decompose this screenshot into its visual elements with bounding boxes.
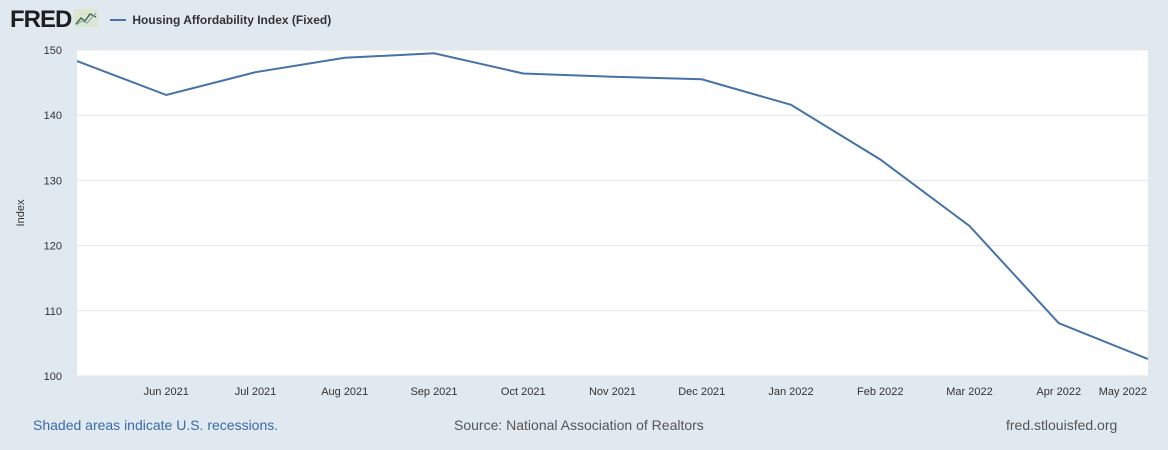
data-point[interactable] [789,103,793,107]
data-point[interactable] [1057,321,1061,325]
fred-logo-graph-icon [74,8,99,32]
legend[interactable]: Housing Affordability Index (Fixed) [110,13,331,27]
data-point[interactable] [164,93,168,97]
data-point[interactable] [968,224,972,228]
legend-swatch [110,19,127,21]
x-tick-label: Mar 2022 [946,386,992,398]
x-tick-label: May 2022 [1099,386,1147,398]
x-tick-label: Oct 2021 [501,386,546,398]
y-tick-label: 120 [44,241,62,253]
x-tick-label: Feb 2022 [857,386,903,398]
x-tick-label: Jul 2021 [235,386,277,398]
data-point[interactable] [343,56,347,60]
y-tick-label: 100 [44,371,62,383]
x-tick-label: Jun 2021 [144,386,189,398]
x-tick-label: Aug 2021 [321,386,368,398]
x-tick-label: Apr 2022 [1036,386,1081,398]
recessions-note[interactable]: Shaded areas indicate U.S. recessions. [33,417,279,433]
data-point[interactable] [700,77,704,81]
y-axis-label: Index [15,199,27,226]
fred-logo[interactable]: FRED [10,6,72,33]
data-point[interactable] [521,71,525,75]
data-point[interactable] [878,158,882,162]
source-text: Source: National Association of Realtors [454,417,704,433]
plot-area [77,50,1148,376]
y-axis-ticks: 100 110 120 130 140 150 [44,45,62,383]
y-tick-label: 130 [44,175,62,187]
x-tick-label: Nov 2021 [589,386,636,398]
x-tick-label: Sep 2021 [410,386,457,398]
data-point[interactable] [432,51,436,55]
legend-label: Housing Affordability Index (Fixed) [132,13,332,27]
data-point[interactable] [254,70,258,74]
data-point[interactable] [75,59,79,63]
grid-lines [77,49,1148,377]
y-tick-label: 140 [44,110,62,122]
series-line [76,52,1149,360]
y-tick-label: 150 [44,45,62,57]
x-axis-ticks: Jun 2021 Jul 2021 Aug 2021 Sep 2021 Oct 2021… [144,386,1147,398]
site-link[interactable]: fred.stlouisfed.org [1006,417,1118,433]
chart-header: FRED Housing Affordability Index (Fixed) [10,6,331,34]
x-tick-label: Jan 2022 [768,386,813,398]
data-point[interactable] [611,75,615,79]
data-point[interactable] [1146,357,1150,361]
y-tick-label: 110 [44,306,62,318]
x-tick-label: Dec 2021 [678,386,725,398]
